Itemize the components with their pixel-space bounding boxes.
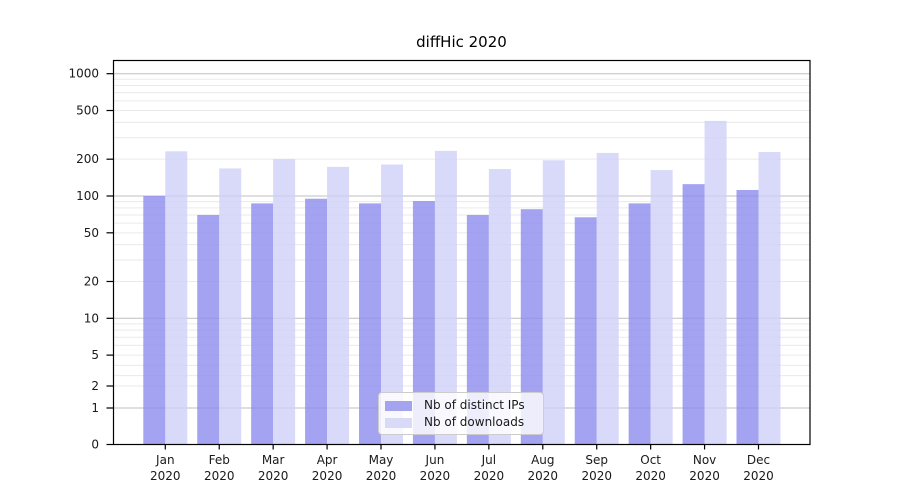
bar-nb-of-downloads-jan	[165, 151, 188, 445]
bar-nb-of-distinct-ips-dec	[736, 189, 759, 445]
bar-nb-of-distinct-ips-aug	[520, 209, 543, 445]
y-axis-tick-label: 10	[84, 311, 99, 325]
x-axis-tick-label-year: 2020	[366, 469, 397, 483]
bar-nb-of-downloads-dec	[758, 151, 781, 445]
x-axis-tick-label-year: 2020	[581, 469, 612, 483]
x-axis-tick-label-year: 2020	[528, 469, 559, 483]
x-axis-tick-label-month: Jul	[481, 453, 496, 467]
bar-nb-of-downloads-feb	[219, 168, 242, 445]
bar-nb-of-distinct-ips-jul	[466, 214, 489, 445]
x-axis-tick-label-year: 2020	[312, 469, 343, 483]
bar-nb-of-downloads-jun	[434, 150, 457, 445]
legend-label-distinct-ips: Nb of distinct IPs	[424, 398, 525, 412]
y-axis-tick-label: 1	[91, 401, 99, 415]
x-axis-tick-label-month: Aug	[531, 453, 554, 467]
bar-nb-of-distinct-ips-mar	[251, 203, 274, 445]
bar-nb-of-distinct-ips-oct	[628, 203, 651, 445]
x-axis-tick-label-month: Sep	[585, 453, 608, 467]
x-axis-tick-label-year: 2020	[474, 469, 505, 483]
x-axis-tick-label-month: Dec	[747, 453, 770, 467]
bar-nb-of-distinct-ips-apr	[305, 198, 328, 445]
y-axis-tick-label: 500	[76, 104, 99, 118]
y-axis-tick-label: 50	[84, 226, 99, 240]
bar-nb-of-downloads-apr	[327, 166, 350, 445]
y-axis-tick-label: 2	[91, 379, 99, 393]
legend-row-distinct-ips: Nb of distinct IPs	[385, 398, 537, 413]
chart-title: diffHic 2020	[416, 33, 507, 51]
x-axis-tick-label-year: 2020	[743, 469, 774, 483]
x-axis-tick-label-month: May	[369, 453, 394, 467]
x-axis-tick-label-month: Jan	[155, 453, 175, 467]
bar-nb-of-distinct-ips-may	[359, 203, 382, 445]
plot-frame	[112, 59, 811, 446]
legend-swatch-downloads-icon	[385, 417, 412, 428]
bar-nb-of-distinct-ips-sep	[574, 217, 597, 445]
bar-nb-of-downloads-oct	[650, 170, 673, 445]
bar-nb-of-downloads-jul	[488, 169, 511, 445]
legend: Nb of distinct IPs Nb of downloads	[378, 392, 544, 435]
bar-nb-of-distinct-ips-jan	[143, 196, 166, 445]
x-axis-tick-label-year: 2020	[689, 469, 720, 483]
y-axis-tick-label: 20	[84, 274, 99, 288]
bar-nb-of-downloads-mar	[273, 159, 296, 445]
x-axis-tick-label-year: 2020	[635, 469, 666, 483]
x-axis-tick-label-year: 2020	[258, 469, 289, 483]
y-axis-tick-label: 0	[91, 438, 99, 452]
x-axis-tick-label-month: Feb	[209, 453, 230, 467]
x-axis-tick-label-month: Mar	[262, 453, 285, 467]
y-axis-tick-label: 1000	[68, 67, 99, 81]
x-axis-tick-label-year: 2020	[204, 469, 235, 483]
legend-row-downloads: Nb of downloads	[385, 415, 537, 430]
x-axis-tick-label-month: Jun	[425, 453, 445, 467]
bar-nb-of-downloads-sep	[596, 152, 619, 445]
bar-nb-of-distinct-ips-jun	[412, 201, 435, 445]
bar-nb-of-downloads-nov	[704, 120, 727, 445]
bar-nb-of-distinct-ips-feb	[197, 214, 220, 445]
legend-swatch-distinct-ips-icon	[385, 400, 412, 411]
bar-nb-of-downloads-aug	[542, 160, 565, 445]
x-axis-tick-label-month: Oct	[640, 453, 661, 467]
x-axis-tick-label-year: 2020	[420, 469, 451, 483]
y-axis-tick-label: 5	[91, 348, 99, 362]
legend-label-downloads: Nb of downloads	[424, 415, 525, 429]
bar-nb-of-distinct-ips-nov	[682, 184, 705, 445]
x-axis-tick-label-month: Nov	[693, 453, 716, 467]
y-axis-tick-label: 100	[76, 189, 99, 203]
x-axis-tick-label-month: Apr	[317, 453, 338, 467]
x-axis-tick-label-year: 2020	[150, 469, 181, 483]
y-axis-tick-label: 200	[76, 152, 99, 166]
bar-nb-of-downloads-may	[381, 164, 404, 445]
